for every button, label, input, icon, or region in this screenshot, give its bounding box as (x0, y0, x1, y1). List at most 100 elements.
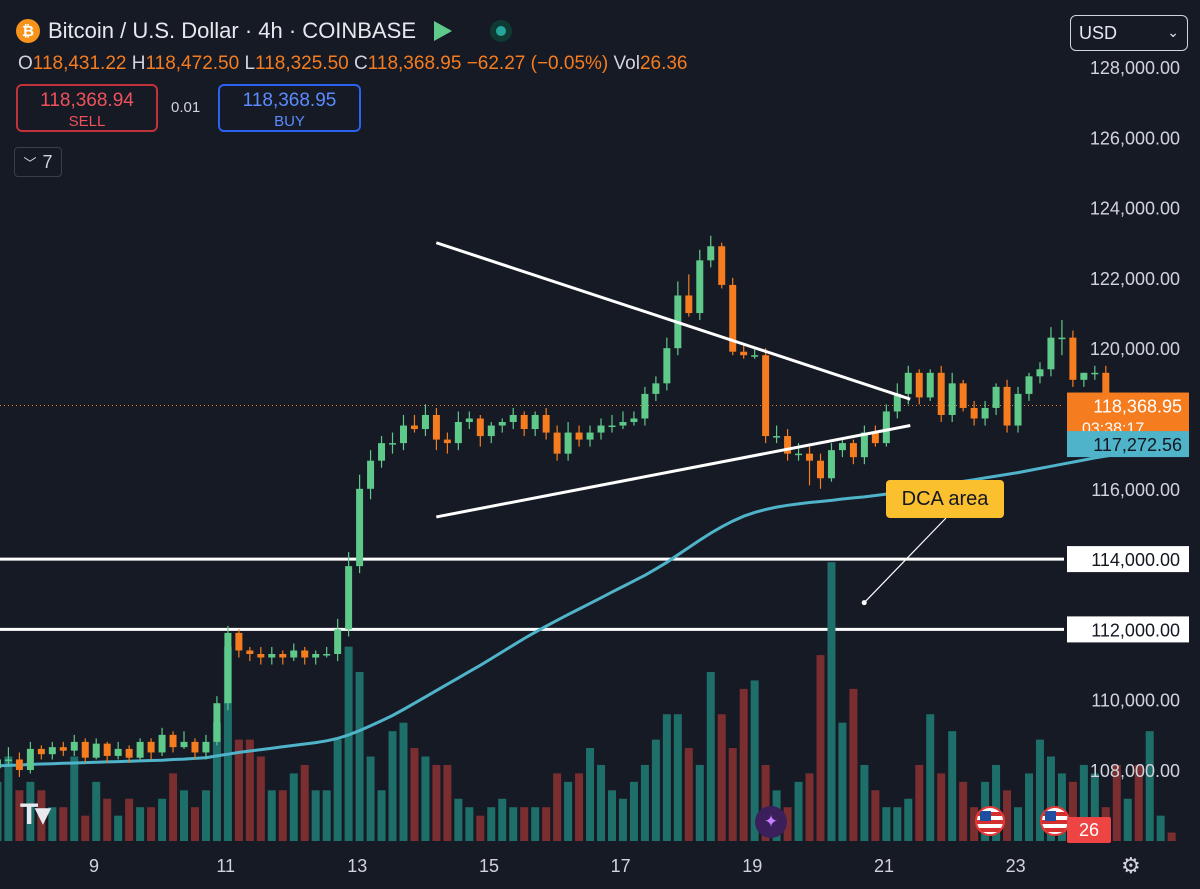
volume-bar (871, 790, 880, 841)
candle-body (882, 411, 890, 444)
buy-button[interactable]: 118,368.95 BUY (218, 84, 361, 132)
candle-body (652, 383, 660, 394)
candle-body (290, 650, 298, 658)
candle-body (367, 460, 375, 489)
candle-body (158, 734, 166, 753)
volume-bar (26, 781, 35, 841)
candle-body (15, 759, 23, 770)
candle-body (0, 759, 1, 769)
volume-bar (1167, 832, 1176, 841)
volume-bar (70, 756, 79, 841)
volume-bar (1035, 739, 1044, 841)
last-price-label (1067, 392, 1189, 439)
volume-bar (136, 807, 145, 841)
us-flag-icon[interactable] (975, 806, 1005, 836)
candle-body (773, 436, 781, 438)
currency-select[interactable]: USD ⌄ (1070, 15, 1188, 51)
volume-bar (520, 807, 529, 841)
ma-price-label (1067, 431, 1189, 458)
flag-icon[interactable] (434, 21, 452, 41)
dca-pointer-line (863, 517, 947, 604)
chevron-down-icon: ﹀ (23, 155, 37, 171)
market-status-icon[interactable] (490, 20, 512, 42)
sell-label: SELL (68, 113, 106, 130)
volume-bar (410, 748, 419, 841)
y-tick-label: 122,000.00 (1090, 269, 1180, 289)
candle-body (103, 743, 111, 756)
candle-body (136, 741, 144, 758)
volume-bar (300, 764, 309, 841)
tradingview-logo[interactable]: T▾ (20, 798, 50, 831)
candle-body (860, 432, 868, 458)
candle-body (948, 383, 956, 415)
candle-body (904, 372, 912, 394)
candle-body (213, 703, 221, 742)
volume-bar (1123, 798, 1132, 841)
candle-body (421, 414, 429, 430)
volume-bar (421, 756, 430, 841)
volume-bar (706, 672, 715, 841)
candle-body (356, 488, 364, 567)
candle-body (849, 443, 857, 458)
volume-bar (531, 807, 540, 841)
candle-body (553, 432, 561, 454)
chevron-down-icon: ⌄ (1167, 24, 1179, 40)
candle-body (476, 418, 484, 437)
volume-bar (476, 815, 485, 841)
volume-bar (1145, 731, 1154, 841)
volume-bar (948, 731, 957, 841)
candle-body (410, 425, 418, 430)
x-tick-label: 23 (1006, 856, 1026, 876)
candle-body (1003, 386, 1011, 426)
volume-bar (597, 764, 606, 841)
volume-bar (607, 790, 616, 841)
volume-bar (377, 790, 386, 841)
candle-body (707, 246, 715, 261)
indicators-toggle[interactable]: ﹀ 7 (14, 147, 62, 177)
volume-bar (849, 688, 858, 841)
symbol-header[interactable]: ₿ Bitcoin / U.S. Dollar · 4h · COINBASE (16, 18, 512, 44)
volume-bar (169, 773, 178, 841)
volume-bar (750, 680, 759, 841)
candle-body (641, 393, 649, 419)
volume-bar (245, 739, 254, 841)
x-tick-label: 9 (89, 856, 99, 876)
volume-bar (234, 739, 243, 841)
volume-badge: 26 (1067, 817, 1111, 843)
candle-body (871, 432, 879, 444)
volume-bar (640, 764, 649, 841)
volume-bar (662, 714, 671, 841)
y-tick-label: 116,000.00 (1091, 480, 1180, 500)
volume-bar (278, 790, 287, 841)
x-tick-label: 13 (347, 856, 367, 876)
triangle-trendline (435, 241, 911, 401)
candle-body (1058, 337, 1066, 340)
volume-bar (256, 756, 265, 841)
candle-body (729, 284, 737, 352)
level-price-label (1067, 616, 1189, 643)
settings-gear-icon[interactable]: ⚙ (1121, 853, 1141, 878)
candle-body (718, 246, 726, 285)
low-value: 118,325.50 (255, 53, 349, 74)
candle-body (37, 748, 45, 755)
candle-body (926, 372, 934, 398)
candle-body (663, 348, 671, 384)
us-flag-icon[interactable] (1040, 806, 1070, 836)
candle-body (1080, 372, 1088, 380)
sell-button[interactable]: 118,368.94 SELL (16, 84, 158, 132)
dca-pointer-dot (861, 600, 867, 606)
volume-bar (311, 790, 320, 841)
volume-bar (103, 798, 112, 841)
candle-body (1069, 337, 1077, 380)
candle-body (762, 355, 770, 437)
y-tick-label: 124,000.00 (1090, 199, 1180, 219)
ma-price-text: 117,272.56 (1093, 435, 1182, 455)
y-tick-label: 120,000.00 (1090, 339, 1180, 359)
x-tick-label: 11 (216, 856, 235, 876)
candle-body (597, 425, 605, 433)
volume-bar (223, 646, 232, 841)
dca-area-callout: DCA area (886, 480, 1004, 518)
ai-sparkle-icon[interactable]: ✦ (755, 806, 787, 838)
volume-bar (816, 655, 825, 841)
